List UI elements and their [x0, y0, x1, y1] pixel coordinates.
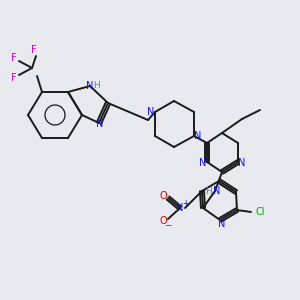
- Text: F: F: [11, 53, 17, 63]
- Text: O: O: [159, 191, 167, 201]
- Text: N: N: [213, 186, 221, 196]
- Text: N: N: [96, 119, 104, 129]
- Text: F: F: [31, 45, 37, 55]
- Text: N: N: [176, 203, 184, 213]
- Text: N: N: [147, 107, 155, 117]
- Text: F: F: [11, 73, 17, 83]
- Text: N: N: [218, 219, 226, 229]
- Text: N: N: [238, 158, 246, 168]
- Text: N: N: [86, 81, 94, 91]
- Text: O: O: [159, 216, 167, 226]
- Text: H: H: [94, 80, 100, 89]
- Text: +: +: [182, 199, 188, 208]
- Text: N: N: [199, 158, 207, 168]
- Text: N: N: [194, 131, 202, 141]
- Text: Cl: Cl: [255, 207, 265, 217]
- Text: H: H: [205, 187, 212, 196]
- Text: −: −: [164, 220, 172, 230]
